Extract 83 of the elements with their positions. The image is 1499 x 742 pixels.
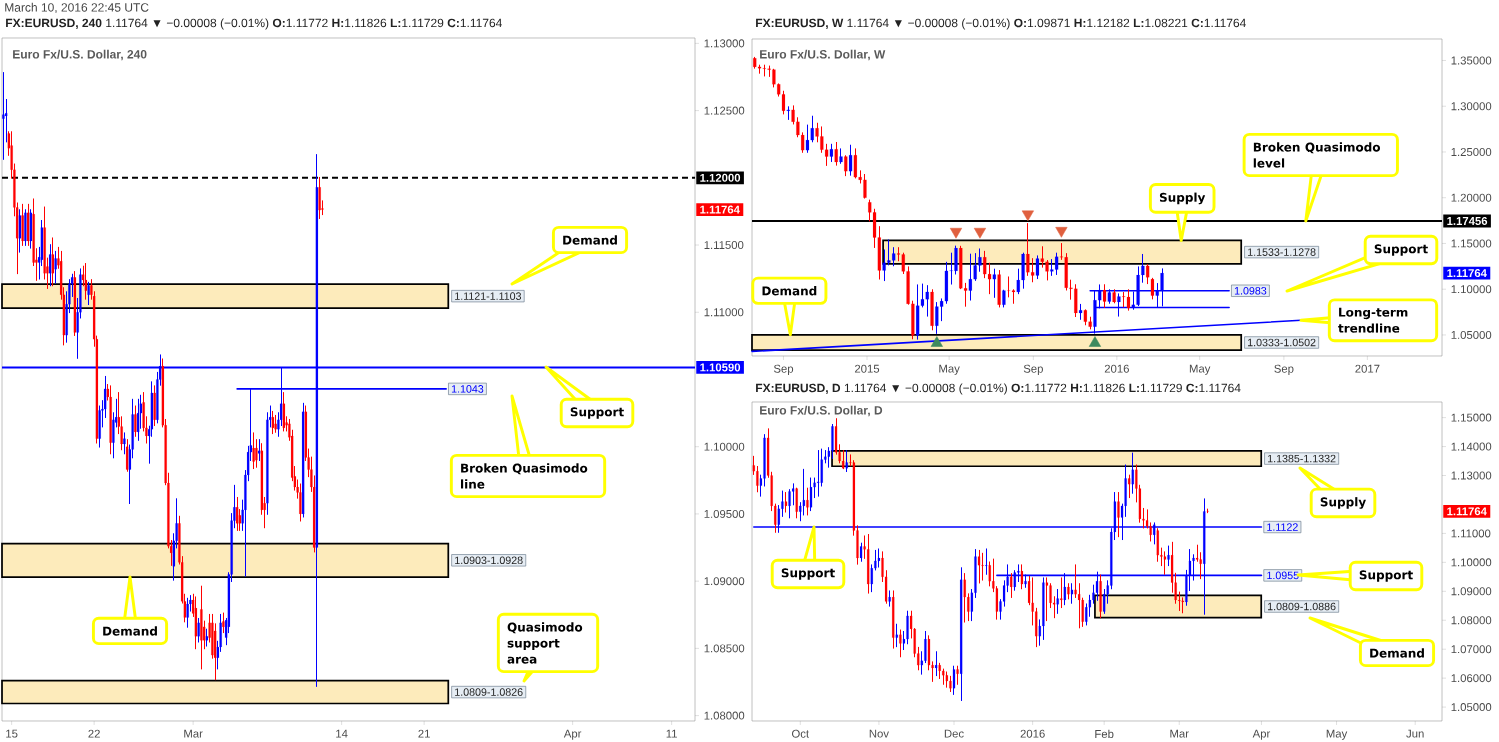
ref-line-label: 1.10590 (700, 363, 741, 372)
y-tick-label: 1.09000 (1451, 587, 1492, 596)
x-tick-label: 15 (6, 729, 18, 738)
annotation: Support (781, 568, 835, 580)
x-tick-label: 14 (336, 729, 348, 738)
annotation: Support (1374, 244, 1428, 256)
y-tick-label: 1.06000 (1451, 674, 1492, 683)
band-label: 1.0903-1.0928 (455, 556, 523, 565)
annotation: Support (570, 407, 624, 419)
chart-subtitle: Euro Fx/U.S. Dollar, D (760, 405, 883, 417)
annotation: Supply (1159, 192, 1206, 205)
band-label: 1.1385-1.1332 (1268, 454, 1336, 463)
x-tick-label: Jun (1406, 729, 1424, 738)
chart-title: FX:EURUSD, 240 1.11764 ▼ −0.00008 (−0.01%) O:1.11772 H:1.11826 L:1.11729 C:1.11764 (6, 18, 502, 30)
y-tick-label: 1.09000 (704, 577, 745, 586)
x-tick-label: 2016 (1020, 729, 1045, 738)
y-tick-label: 1.05000 (1451, 330, 1492, 339)
chart-title: FX:EURUSD, W 1.11764 ▼ −0.00008 (−0.01%) O:1.09871 H:1.12182 L:1.08221 C:1.11764 (756, 18, 1246, 30)
x-tick-label: Oct (792, 729, 810, 738)
x-tick-label: 2016 (1104, 364, 1129, 373)
x-tick-label: Dec (944, 729, 964, 738)
y-tick-label: 1.13000 (704, 39, 745, 48)
x-tick-label: Apr (563, 729, 582, 740)
y-tick-label: 1.10000 (1451, 285, 1492, 294)
y-tick-label: 1.25000 (1451, 147, 1492, 156)
x-tick-label: Apr (1252, 729, 1271, 740)
x-tick-label: Nov (869, 729, 889, 738)
y-tick-label: 1.07000 (1451, 645, 1492, 654)
band-label: 1.0809-1.0826 (455, 688, 523, 696)
y-tick-label: 1.30000 (1451, 102, 1492, 111)
band-label: 1.0333-1.0502 (1248, 338, 1316, 347)
x-tick-label: 21 (418, 729, 430, 738)
band-label: 1.1533-1.1278 (1248, 248, 1316, 256)
series-label: 1.0955 (1267, 571, 1299, 580)
y-tick-label: 1.05000 (1451, 703, 1492, 712)
text: 1.11764 (700, 205, 740, 214)
x-tick-label: 22 (88, 729, 100, 738)
y-tick-label: 1.14000 (1451, 442, 1492, 451)
y-tick-label: 1.08000 (704, 711, 745, 720)
x-tick-label: Sep (1023, 364, 1043, 375)
annotation: Broken Quasimodo level (1253, 142, 1381, 168)
y-tick-label: 1.11000 (704, 308, 744, 317)
x-tick-label: 2015 (854, 364, 880, 373)
band-label: 1.1121-1.1103 (455, 292, 522, 300)
annotation: Broken Quasimodo line (461, 463, 588, 489)
x-tick-label: Sep (1274, 364, 1294, 375)
y-tick-label: 1.12500 (704, 106, 745, 115)
series-label: 1.1122 (1267, 523, 1298, 531)
x-tick-label: Sep (773, 364, 794, 375)
y-tick-label: 1.15000 (1451, 239, 1492, 248)
x-tick-label: May (1189, 364, 1211, 375)
y-tick-label: 1.10000 (1451, 558, 1492, 567)
ref-line-label: 1.17456 (1447, 216, 1488, 225)
x-tick-label: May (1326, 729, 1348, 740)
y-tick-label: 1.35000 (1451, 56, 1492, 65)
y-tick-label: 1.11500 (704, 241, 744, 250)
text: 1.11764 (1447, 269, 1487, 278)
annotation: Supply (1320, 497, 1366, 509)
annotation: Demand (762, 286, 817, 296)
x-tick-label: Feb (1095, 729, 1114, 739)
y-tick-label: 1.11000 (1451, 529, 1491, 538)
x-tick-label: May (939, 364, 960, 375)
y-tick-label: 1.20000 (1451, 193, 1492, 202)
y-tick-label: 1.13000 (1451, 471, 1492, 480)
y-tick-label: 1.08500 (704, 644, 745, 653)
text: March 10, 2016 22:45 UTC (5, 2, 149, 14)
band-label: 1.0809-1.0886 (1268, 602, 1336, 611)
chart-title: FX:EURUSD, D 1.11764 ▼ −0.00008 (−0.01%) O:1.11772 H:1.11826 L:1.11729 C:1.11764 (756, 383, 1241, 395)
x-tick-label: Mar (184, 729, 203, 738)
series-label: 1.1043 (451, 385, 484, 393)
text: 1.11764 (1447, 507, 1487, 516)
x-tick-label: 11 (666, 729, 677, 738)
y-tick-label: 1.09500 (704, 509, 745, 518)
series-label: 1.0983 (1234, 286, 1267, 295)
y-tick-label: 1.15000 (1451, 413, 1492, 422)
x-tick-label: 2017 (1355, 364, 1380, 373)
y-tick-label: 1.08000 (1451, 616, 1492, 625)
x-tick-label: Mar (1170, 729, 1189, 738)
text: Euro Fx/U.S. Dollar, 240 (13, 49, 147, 61)
y-tick-label: 1.10000 (704, 442, 745, 451)
annotation: Demand (103, 626, 157, 636)
text: Euro Fx/U.S. Dollar, W (760, 49, 886, 61)
ref-line-label: 1.12000 (700, 173, 741, 182)
